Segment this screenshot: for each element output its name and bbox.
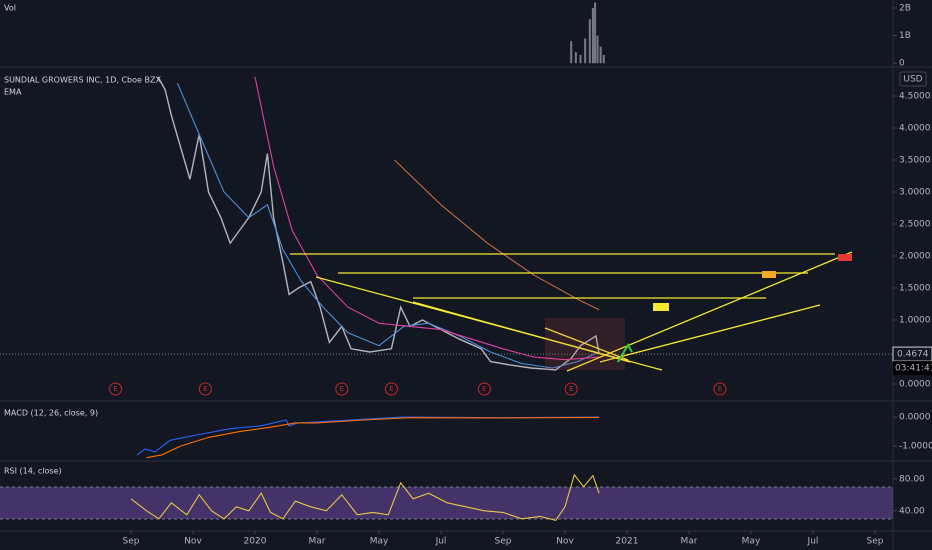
y-tick-label: -1.0000	[899, 442, 932, 452]
y-tick-label: 40.00	[899, 506, 925, 516]
x-tick-label: 2020	[244, 537, 267, 547]
y-tick-label: 4.5000	[899, 92, 931, 102]
countdown-box	[893, 361, 932, 376]
x-tick-label: Nov	[184, 537, 202, 547]
series-line	[136, 416, 600, 456]
y-tick-label: 3.5000	[899, 156, 931, 166]
x-tick-label: Sep	[867, 537, 884, 547]
currency: USD	[903, 75, 922, 85]
x-tick-label: May	[742, 537, 761, 547]
earnings-marker	[384, 382, 398, 396]
ema-label: EMA	[4, 88, 22, 97]
earnings-marker	[335, 382, 349, 396]
series-line	[146, 416, 600, 459]
volume-bar	[584, 38, 587, 64]
x-tick-label: Jul	[435, 537, 447, 547]
y-tick-label: 2.5000	[899, 220, 931, 230]
earnings-label: E	[718, 385, 722, 393]
volume-bar	[574, 52, 577, 64]
earnings-label: E	[340, 385, 344, 393]
y-tick-label: 2.0000	[899, 252, 931, 262]
y-tick-label: 0.0000	[899, 380, 931, 390]
volume-bar	[602, 54, 605, 64]
y-tick-label: 4.0000	[899, 124, 931, 134]
series-line	[394, 159, 600, 311]
currency-box	[899, 71, 927, 87]
x-tick-label: Nov	[556, 537, 574, 547]
series-line	[157, 76, 600, 371]
y-tick-label: 80.00	[899, 474, 925, 484]
series-line	[254, 76, 600, 361]
volume-bar	[599, 46, 602, 64]
vol-title: Vol	[4, 4, 16, 13]
series-line	[130, 473, 600, 522]
rsi-title: RSI (14, close)	[4, 467, 62, 476]
earnings-marker	[713, 382, 727, 396]
x-tick-label: Sep	[123, 537, 140, 547]
volume-bar	[570, 41, 573, 64]
earnings-label: E	[113, 385, 117, 393]
y-tick-label: 3.0000	[899, 188, 931, 198]
series-line	[176, 82, 600, 369]
price-title: SUNDIAL GROWERS INC, 1D, Cboe BZX	[4, 76, 161, 85]
x-tick-label: Jul	[807, 537, 819, 547]
volume-bar	[591, 8, 594, 64]
volume-bar	[594, 2, 597, 64]
earnings-label: E	[203, 385, 207, 393]
last-price: 0.4674	[897, 350, 929, 360]
macd-title: MACD (12, 26, close, 9)	[4, 409, 98, 418]
x-tick-label: 2021	[616, 537, 639, 547]
volume-bar	[596, 35, 599, 64]
y-tick-label: 1B	[899, 31, 911, 41]
earnings-marker	[109, 382, 123, 396]
earnings-marker	[564, 382, 578, 396]
x-tick-label: May	[370, 537, 389, 547]
x-tick-label: Sep	[495, 537, 512, 547]
y-tick-label: 1.0000	[899, 316, 931, 326]
earnings-label: E	[569, 385, 573, 393]
earnings-marker	[477, 382, 491, 396]
volume-bar	[588, 19, 591, 64]
x-tick-label: Mar	[309, 537, 326, 547]
y-tick-label: 0.0000	[899, 413, 931, 423]
trend-drawings	[290, 251, 853, 372]
y-tick-label: 2B	[899, 4, 911, 14]
earnings-marker	[198, 382, 212, 396]
earnings-label: E	[389, 385, 393, 393]
earnings-label: E	[482, 385, 486, 393]
countdown: 03:41:41	[895, 364, 932, 374]
y-tick-label: 1.5000	[899, 284, 931, 294]
y-tick-label: 0	[899, 59, 905, 69]
x-tick-label: Mar	[681, 537, 698, 547]
volume-bar	[579, 54, 582, 64]
